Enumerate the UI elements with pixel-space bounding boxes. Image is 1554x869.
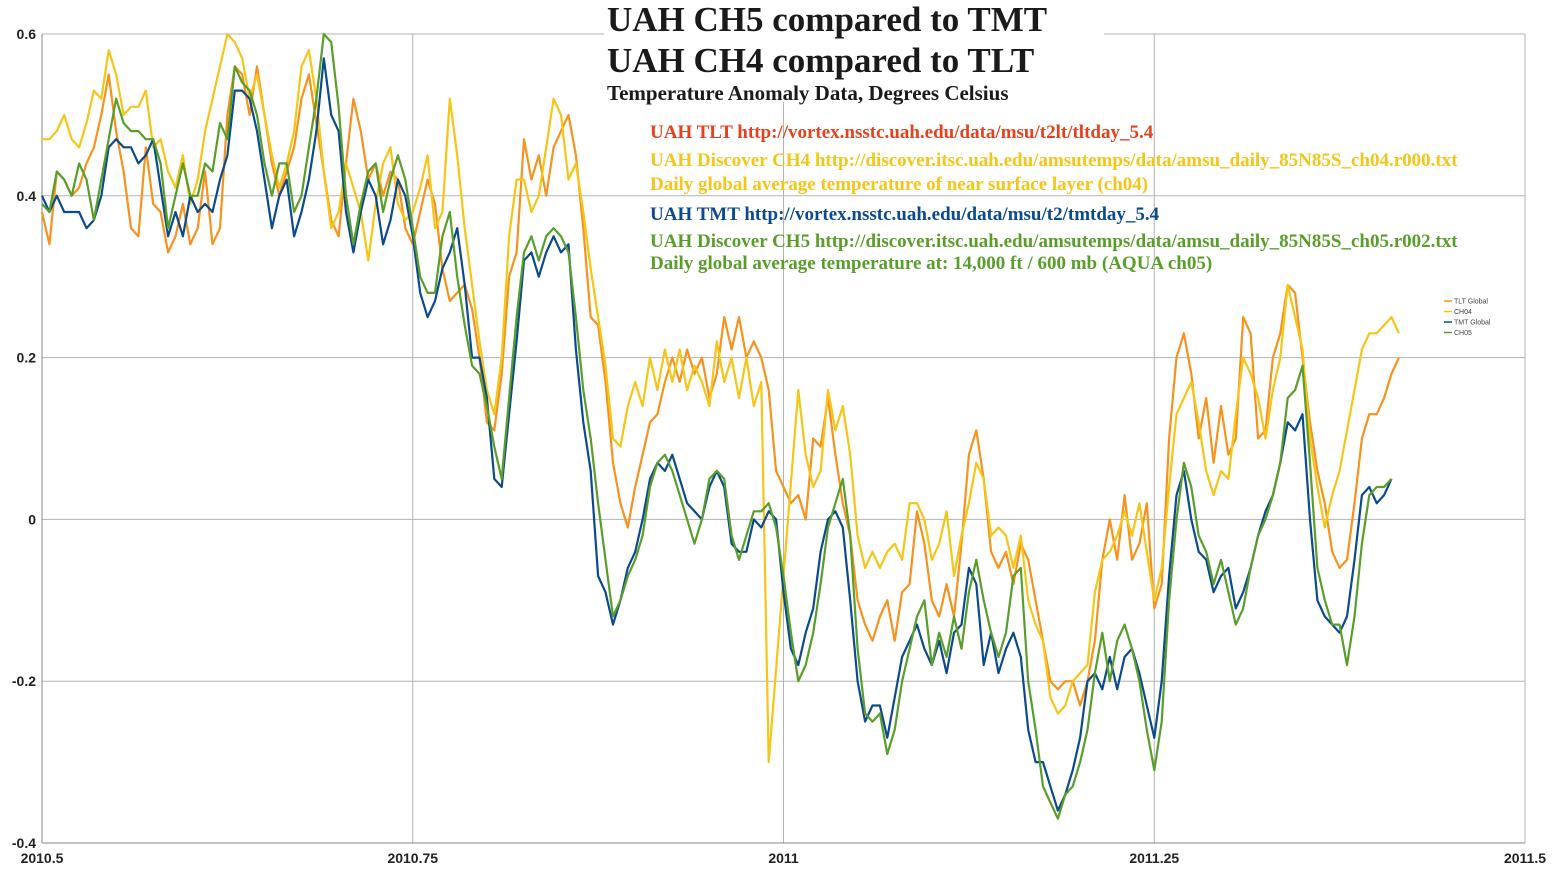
y-tick-label: 0.4 [17,188,37,204]
series-line-ch05 [41,32,1393,820]
legend-label: TMT Global [1454,320,1491,327]
source-annotation: Daily global average temperature of near… [650,174,1148,195]
y-tick-label: -0.2 [12,673,36,689]
y-tick-label: 0 [28,511,36,527]
x-tick-label: 2011.5 [1504,850,1546,866]
x-tick-label: 2011 [768,850,799,866]
source-annotation: UAH TMT http://vortex.nsstc.uah.edu/data… [650,204,1160,225]
series-line-ch04 [42,32,1400,764]
source-annotations: UAH TLT http://vortex.nsstc.uah.edu/data… [650,122,1458,274]
series-line-tmt-global [40,57,1393,812]
source-annotation: Daily global average temperature at: 14,… [650,253,1212,274]
legend-label: TLT Global [1454,299,1488,306]
chart-subtitle: Temperature Anomaly Data, Degrees Celsiu… [607,81,1009,105]
source-annotation: UAH Discover CH5 http://discover.itsc.ua… [650,231,1458,252]
legend-label: CH04 [1454,309,1472,316]
chart-title-line1: UAH CH5 compared to TMT [607,0,1047,39]
series-layer [40,32,1400,820]
y-tick-label: -0.4 [12,835,36,851]
chart-title-line2: UAH CH4 compared to TLT [607,41,1034,80]
y-tick-label: 0.6 [17,26,37,42]
legend-label: CH05 [1454,330,1472,337]
axes [41,34,1525,844]
x-tick-label: 2010.75 [387,850,438,866]
x-tick-label: 2010.5 [21,850,64,866]
title-backdrop [604,0,1104,102]
x-tick-label: 2011.25 [1129,850,1179,866]
y-tick-label: 0.2 [17,350,37,366]
source-annotation: UAH TLT http://vortex.nsstc.uah.edu/data… [650,122,1154,143]
source-annotation: UAH Discover CH4 http://discover.itsc.ua… [650,150,1458,171]
legend: TLT Global CH04 TMT Global CH05 [1444,299,1491,337]
